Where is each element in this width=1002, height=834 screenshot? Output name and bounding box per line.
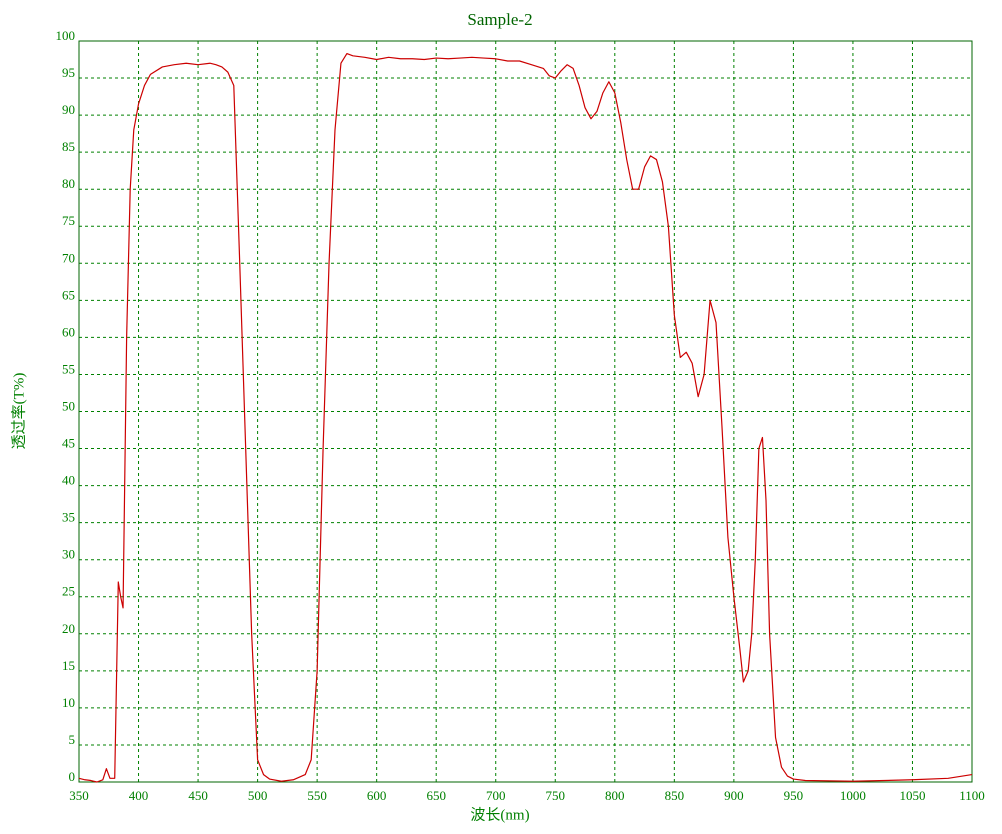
y-tick-label: 50: [62, 398, 75, 413]
x-tick-label: 850: [665, 788, 685, 803]
y-tick-label: 75: [62, 213, 75, 228]
y-tick-label: 80: [62, 176, 75, 191]
x-tick-label: 550: [307, 788, 327, 803]
y-tick-label: 45: [62, 436, 75, 451]
y-tick-label: 85: [62, 139, 75, 154]
x-tick-label: 600: [367, 788, 387, 803]
x-tick-label: 750: [546, 788, 566, 803]
y-tick-label: 40: [62, 473, 75, 488]
y-tick-label: 5: [69, 732, 76, 747]
x-tick-label: 700: [486, 788, 506, 803]
y-tick-label: 35: [62, 510, 75, 525]
chart-title: Sample-2: [467, 10, 532, 29]
y-tick-label: 30: [62, 547, 75, 562]
x-tick-label: 1100: [959, 788, 985, 803]
x-tick-label: 350: [69, 788, 89, 803]
x-tick-label: 950: [784, 788, 804, 803]
y-tick-label: 20: [62, 621, 75, 636]
x-axis-label: 波长(nm): [470, 806, 529, 823]
x-tick-label: 400: [129, 788, 149, 803]
plot-border: [78, 40, 973, 783]
y-tick-label: 60: [62, 324, 75, 339]
y-axis-label: 透过率(T%): [10, 373, 27, 450]
x-tick-label: 450: [188, 788, 208, 803]
data-line: [78, 53, 973, 783]
y-tick-label: 10: [62, 695, 75, 710]
y-tick-label: 100: [56, 28, 76, 43]
x-tick-label: 650: [426, 788, 446, 803]
x-tick-label: 800: [605, 788, 625, 803]
y-tick-label: 90: [62, 102, 75, 117]
x-tick-label: 500: [248, 788, 268, 803]
y-tick-label: 55: [62, 361, 75, 376]
y-tick-label: 70: [62, 250, 75, 265]
y-tick-label: 15: [62, 658, 75, 673]
y-tick-label: 95: [62, 65, 75, 80]
x-tick-label: 1050: [899, 788, 925, 803]
y-tick-label: 0: [69, 769, 76, 784]
x-tick-label: 900: [724, 788, 744, 803]
y-tick-label: 65: [62, 287, 75, 302]
x-tick-label: 1000: [840, 788, 866, 803]
y-tick-label: 25: [62, 584, 75, 599]
